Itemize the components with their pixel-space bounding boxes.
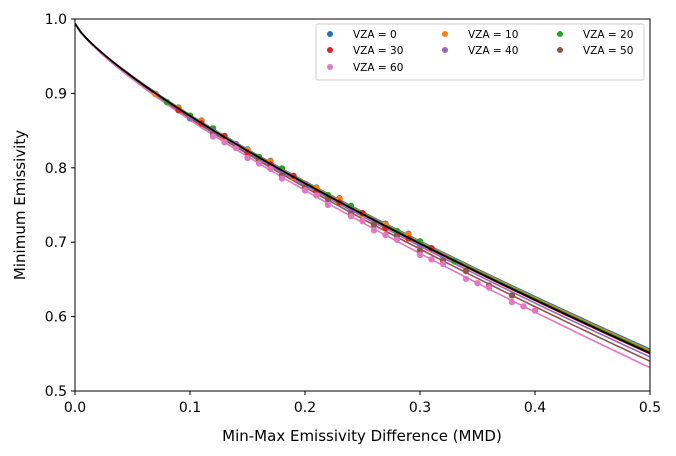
data-point	[244, 154, 251, 162]
data-point	[485, 284, 493, 291]
data-point	[520, 303, 527, 310]
x-tick-label: 0.1	[179, 400, 201, 416]
data-point	[324, 201, 332, 209]
x-tick-label: 0.2	[294, 400, 316, 416]
y-tick-label: 0.7	[45, 235, 67, 251]
x-tick-label: 0.0	[64, 400, 86, 416]
x-axis-label: Min-Max Emissivity Difference (MMD)	[222, 427, 502, 445]
x-tick-label: 0.3	[409, 400, 431, 416]
legend-marker	[442, 31, 448, 37]
data-point	[531, 307, 539, 314]
y-tick-label: 0.5	[45, 384, 67, 400]
data-point	[278, 175, 286, 182]
x-tick-label: 0.4	[524, 400, 546, 416]
data-point	[313, 192, 320, 199]
x-tick-label: 0.5	[639, 400, 661, 416]
data-point	[347, 213, 355, 220]
legend-label: VZA = 20	[583, 29, 633, 41]
data-point	[474, 279, 481, 287]
y-axis: 0.5 0.6 0.7 0.8 0.9 1.0	[45, 12, 75, 400]
legend-label: VZA = 10	[468, 29, 518, 41]
legend-label: VZA = 40	[468, 45, 518, 57]
data-point	[370, 221, 378, 229]
data-point	[255, 160, 263, 167]
data-point	[221, 139, 228, 146]
y-tick-label: 1.0	[45, 12, 67, 28]
y-tick-label: 0.9	[45, 86, 67, 102]
plot-area	[75, 22, 650, 369]
data-point	[508, 292, 516, 299]
legend-marker	[327, 31, 333, 37]
data-point	[393, 236, 401, 243]
legend-marker	[327, 47, 333, 53]
legend-marker	[557, 47, 563, 53]
data-point	[428, 256, 435, 263]
plot-background	[75, 19, 650, 391]
data-point	[301, 187, 309, 194]
data-point	[232, 144, 240, 152]
legend: VZA = 0 VZA = 10 VZA = 20 VZA = 30 VZA = 40 V…	[315, 23, 645, 81]
legend-label: VZA = 30	[353, 45, 403, 57]
data-point	[416, 251, 424, 259]
data-point	[508, 298, 516, 306]
data-point	[359, 217, 366, 225]
x-axis: 0.0 0.1 0.2 0.3 0.4 0.5	[64, 391, 661, 416]
legend-frame	[315, 23, 645, 81]
legend-label: VZA = 50	[583, 45, 633, 57]
reference-curve	[75, 22, 650, 354]
legend-marker	[327, 64, 333, 70]
y-axis-label: Minimum Emissivity	[11, 130, 29, 280]
data-point	[439, 260, 447, 268]
data-point	[462, 267, 470, 275]
legend-marker	[557, 31, 563, 37]
data-point	[462, 275, 470, 282]
data-point	[209, 133, 217, 140]
plot-frame	[74, 18, 651, 392]
data-point	[382, 231, 389, 239]
data-point	[267, 165, 274, 172]
y-tick-label: 0.8	[45, 161, 67, 177]
legend-marker	[442, 47, 448, 53]
legend-label: VZA = 0	[353, 29, 397, 41]
data-point	[370, 227, 378, 234]
y-tick-label: 0.6	[45, 310, 67, 326]
legend-label: VZA = 60	[353, 62, 403, 74]
